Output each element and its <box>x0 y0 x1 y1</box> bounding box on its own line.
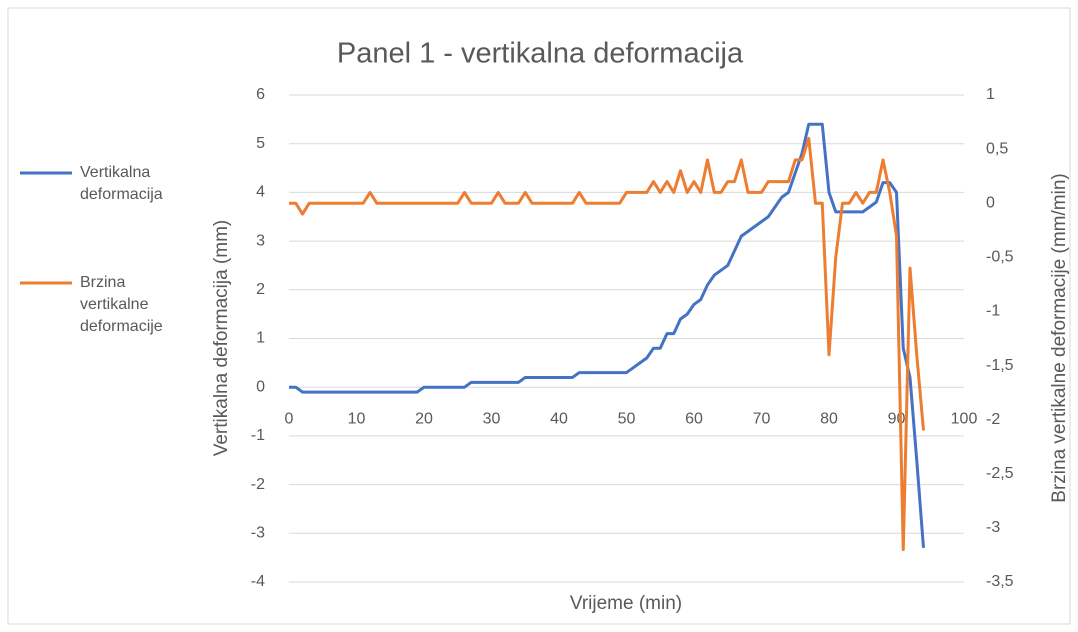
y-tick-label: 4 <box>256 184 265 201</box>
y2-tick-label: -1 <box>986 303 1000 320</box>
y2-tick-label: -3 <box>986 519 1000 536</box>
series-line <box>289 136 925 552</box>
y2-tick-label: -0,5 <box>986 249 1014 266</box>
x-tick-label: 30 <box>483 410 501 427</box>
y-tick-label: 0 <box>256 378 265 395</box>
y-tick-label: 1 <box>256 330 265 347</box>
y2-tick-label: -3,5 <box>986 573 1014 590</box>
y-tick-label: 5 <box>256 135 265 152</box>
y-tick-label: -4 <box>251 573 265 590</box>
y-tick-label: 6 <box>256 86 265 103</box>
x-tick-label: 0 <box>285 410 294 427</box>
y2-tick-label: -2 <box>986 411 1000 428</box>
y2-tick-label: -2,5 <box>986 465 1014 482</box>
x-tick-label: 70 <box>753 410 771 427</box>
x-tick-label: 80 <box>820 410 838 427</box>
y-tick-label: 2 <box>256 281 265 298</box>
x-tick-label: 50 <box>618 410 636 427</box>
x-tick-label: 20 <box>415 410 433 427</box>
x-tick-label: 40 <box>550 410 568 427</box>
y-tick-label: 3 <box>256 232 265 249</box>
x-axis-title: Vrijeme (min) <box>570 593 682 614</box>
legend-label: Vertikalna deformacija <box>80 164 163 203</box>
chart-title: Panel 1 - vertikalna deformacija <box>337 38 744 70</box>
chart-border <box>7 7 1071 625</box>
y2-axis-title: Brzina vertikalne deformacije (mm/min) <box>1049 173 1070 502</box>
y2-tick-label: -1,5 <box>986 357 1014 374</box>
legend-label: Brzina vertikalne deformacije <box>80 274 163 335</box>
x-tick-label: 10 <box>348 410 366 427</box>
x-tick-label: 60 <box>685 410 703 427</box>
x-tick-label: 90 <box>888 410 906 427</box>
y-tick-label: -2 <box>251 476 265 493</box>
y-tick-label: -3 <box>251 525 265 542</box>
x-tick-label: 100 <box>951 410 978 427</box>
y2-tick-label: 0 <box>986 194 995 211</box>
y2-tick-label: 0,5 <box>986 140 1008 157</box>
y-tick-label: -1 <box>251 427 265 444</box>
y2-tick-label: 1 <box>986 86 995 103</box>
y-axis-title: Vertikalna deformacija (mm) <box>211 220 232 457</box>
series-line <box>289 122 925 549</box>
